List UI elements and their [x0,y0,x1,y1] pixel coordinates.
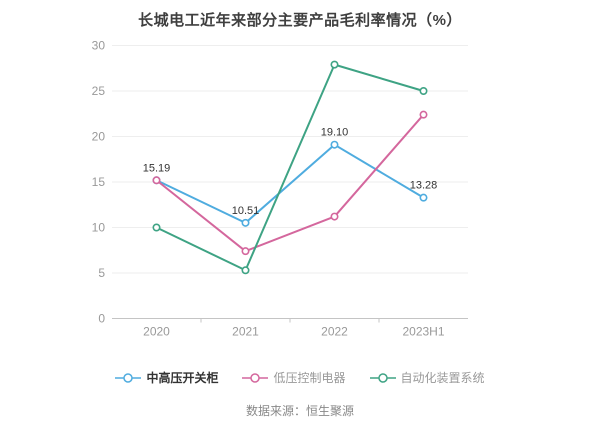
legend: 中高压开关柜 低压控制电器 自动化装置系统 [0,369,600,386]
data-point[interactable] [330,60,339,69]
y-axis-tick-label: 15 [92,175,106,189]
data-point[interactable] [241,247,250,256]
legend-line-circle-icon [242,372,269,383]
x-axis-tick-label: 2023H1 [402,325,444,339]
data-point-label: 15.19 [143,162,171,174]
x-axis-tick-label: 2021 [232,325,259,339]
data-source-note: 数据来源：恒生聚源 [245,404,354,418]
legend-item-label: 中高压开关柜 [146,371,219,385]
series-line[interactable] [155,63,425,272]
legend-item-low-voltage-control-appliance[interactable]: 低压控制电器 [242,369,346,386]
series-line[interactable] [155,113,425,253]
legend-item-automation-system[interactable]: 自动化装置系统 [369,369,485,386]
data-point-label: 19.10 [321,127,349,139]
y-axis-tick-label: 5 [98,266,105,280]
legend-line-circle-icon [369,372,396,383]
data-point[interactable] [241,266,250,275]
data-point[interactable] [330,212,339,221]
legend-item-label: 自动化装置系统 [400,371,485,385]
y-axis-tick-label: 20 [92,130,106,144]
data-point[interactable] [241,218,250,227]
data-point-label: 10.51 [232,205,260,217]
data-point[interactable] [152,176,161,185]
y-axis-tick-label: 10 [92,221,106,235]
x-axis-tick-label: 2020 [143,325,170,339]
data-point-label: 13.28 [410,180,438,192]
data-point[interactable] [152,223,161,232]
y-axis-tick-label: 25 [92,84,106,98]
series-line[interactable] [155,143,425,224]
y-axis-tick-label: 30 [92,39,106,53]
y-axis-tick-label: 0 [98,312,105,326]
x-axis-tick-label: 2022 [321,325,348,339]
legend-item-medium-high-voltage-switchgear[interactable]: 中高压开关柜 [115,369,218,386]
legend-line-circle-icon [115,372,142,383]
data-point[interactable] [419,110,428,119]
legend-item-label: 低压控制电器 [273,371,346,385]
chart-title: 长城电工近年来部分主要产品毛利率情况（%） [138,12,462,29]
data-point[interactable] [330,140,339,149]
data-point[interactable] [419,193,428,202]
line-chart-plot[interactable]: 0 5 10 15 20 25 30 2020 2021 2022 2023H1 15.19 10.51… [0,0,600,360]
data-point[interactable] [419,87,428,96]
